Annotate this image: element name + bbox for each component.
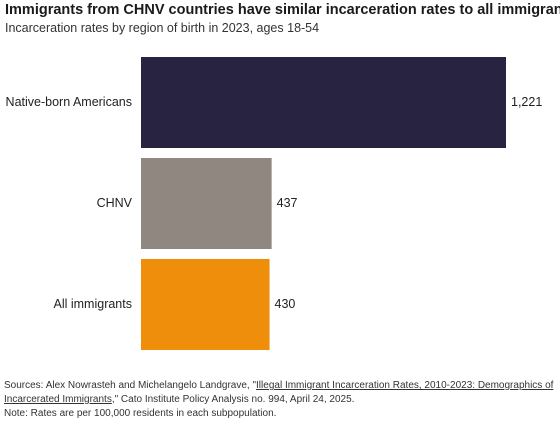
bar-all-immigrants (141, 259, 270, 350)
source-link[interactable]: Illegal Immigrant Incarceration Rates, 2… (4, 380, 554, 405)
chart-subtitle: Incarceration rates by region of birth i… (5, 21, 320, 35)
source-citation: Sources: Alex Nowrasteh and Michelangelo… (4, 379, 556, 407)
source-suffix: ," Cato Institute Policy Analysis no. 99… (111, 394, 355, 405)
bar-native-born-americans (141, 57, 506, 148)
value-label-chnv: 437 (277, 196, 298, 210)
rate-note: Note: Rates are per 100,000 residents in… (4, 408, 277, 419)
category-label-native-born-americans: Native-born Americans (6, 95, 132, 109)
value-label-all-immigrants: 430 (275, 297, 296, 311)
chart-title: Immigrants from CHNV countries have simi… (5, 2, 560, 18)
bar-chart: Native-born Americans 1,221 CHNV 437 All imm… (6, 57, 542, 350)
value-label-native-born-americans: 1,221 (511, 95, 542, 109)
source-prefix: Sources: Alex Nowrasteh and Michelangelo… (4, 380, 257, 391)
source-footer: Sources: Alex Nowrasteh and Michelangelo… (4, 379, 556, 421)
category-label-all-immigrants: All immigrants (54, 297, 133, 311)
bar-chnv (141, 158, 272, 249)
category-label-chnv: CHNV (97, 196, 133, 210)
